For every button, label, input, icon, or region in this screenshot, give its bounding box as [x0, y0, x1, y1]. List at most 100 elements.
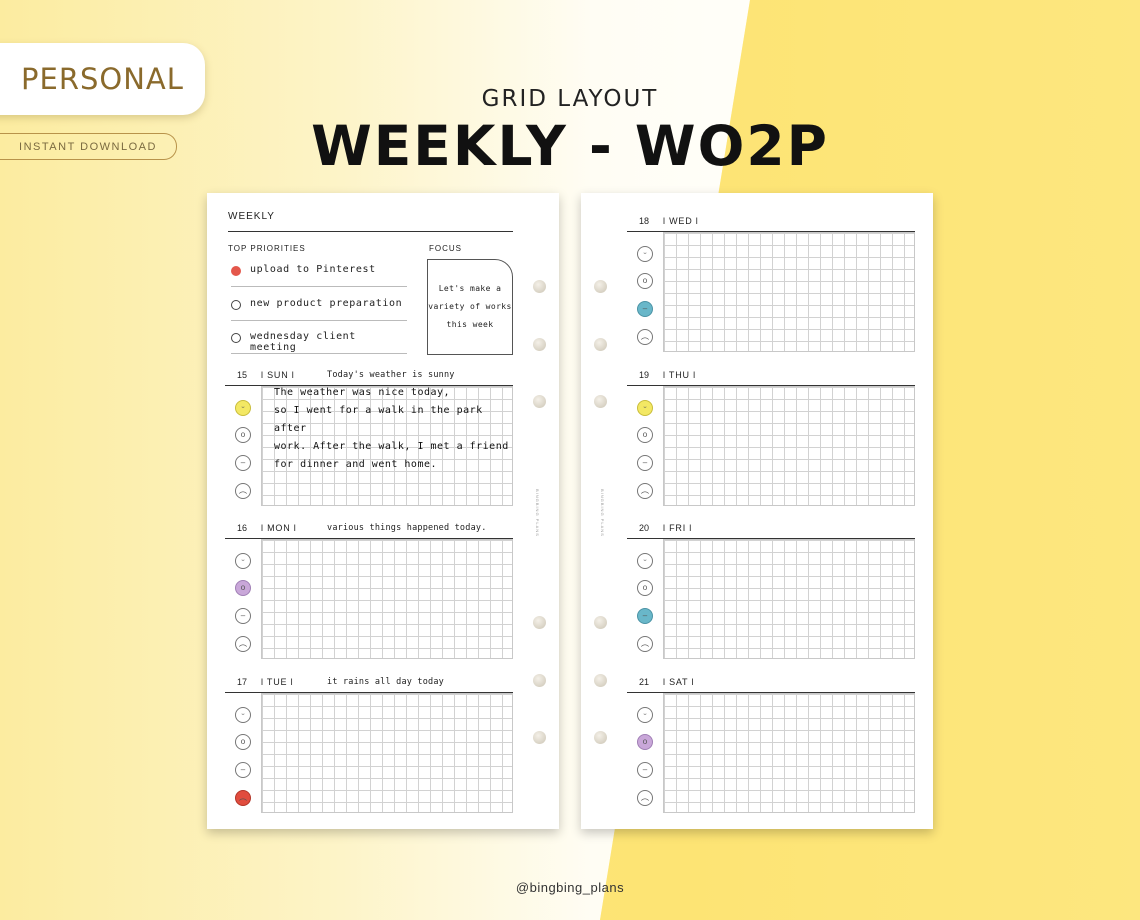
focus-label: FOCUS: [429, 244, 462, 253]
priority-text: upload to Pinterest: [250, 264, 376, 275]
sad-icon: ︵: [637, 636, 653, 652]
weekly-heading: WEEKLY: [228, 211, 275, 222]
day-block-fri: 20 l FRI l ᵕ o – ︵: [627, 521, 915, 671]
day-number: 20: [639, 523, 650, 533]
sad-icon: ︵: [235, 636, 251, 652]
smile-icon: ᵕ: [235, 707, 251, 723]
day-block-sat: 21 l SAT l ᵕ o – ︵: [627, 675, 915, 825]
day-block-mon: 16 l MON l various things happened today…: [225, 521, 513, 671]
right-planner-page: BINGBING PLANS 18 l WED l ᵕ o – ︵ 19 l T…: [581, 193, 933, 829]
surprised-icon: o: [235, 580, 251, 596]
smile-icon: ᵕ: [637, 553, 653, 569]
neutral-icon: –: [637, 762, 653, 778]
binder-hole-icon: [594, 395, 607, 408]
priority-item: new product preparation: [231, 294, 407, 321]
neutral-icon: –: [637, 301, 653, 317]
neutral-icon: –: [637, 608, 653, 624]
binder-hole-icon: [533, 674, 546, 687]
day-divider: [627, 538, 915, 539]
day-number: 19: [639, 370, 650, 380]
brand-vertical-text: BINGBING PLANS: [600, 489, 605, 537]
priority-item: wednesday client meeting: [231, 327, 407, 354]
journal-entry: The weather was nice today, so I went fo…: [274, 387, 509, 470]
day-divider: [627, 231, 915, 232]
day-number: 15: [237, 370, 248, 380]
day-block-sun: 15 l SUN l Today's weather is sunny ᵕ o …: [225, 368, 513, 518]
sad-icon: ︵: [235, 790, 251, 806]
day-header: 15 l SUN l Today's weather is sunny: [225, 368, 513, 384]
day-note: various things happened today.: [327, 523, 487, 533]
binder-hole-icon: [533, 395, 546, 408]
personal-badge: PERSONAL: [0, 43, 205, 115]
day-divider: [225, 692, 513, 693]
smile-icon: ᵕ: [235, 553, 251, 569]
smile-icon: ᵕ: [235, 400, 251, 416]
neutral-icon: –: [235, 762, 251, 778]
binder-hole-icon: [533, 280, 546, 293]
day-divider: [627, 385, 915, 386]
sad-icon: ︵: [637, 483, 653, 499]
subtitle: GRID LAYOUT: [481, 86, 659, 112]
instant-download-label: INSTANT DOWNLOAD: [19, 140, 157, 153]
neutral-icon: –: [235, 608, 251, 624]
binder-hole-icon: [594, 338, 607, 351]
grid-area: [663, 386, 915, 506]
day-block-tue: 17 l TUE l it rains all day today ᵕ o – …: [225, 675, 513, 825]
surprised-icon: o: [637, 427, 653, 443]
day-divider: [225, 538, 513, 539]
priority-checkbox-icon: [231, 333, 241, 343]
instant-download-tag: INSTANT DOWNLOAD: [0, 133, 177, 160]
left-planner-page: WEEKLY TOP PRIORITIES FOCUS upload to Pi…: [207, 193, 559, 829]
brand-vertical-text: BINGBING PLANS: [535, 489, 540, 537]
day-name: l THU l: [663, 370, 696, 380]
surprised-icon: o: [637, 273, 653, 289]
day-note: Today's weather is sunny: [327, 370, 455, 380]
binder-hole-icon: [533, 338, 546, 351]
day-header: 21 l SAT l: [627, 675, 915, 691]
sad-icon: ︵: [235, 483, 251, 499]
day-number: 17: [237, 677, 248, 687]
day-header: 16 l MON l various things happened today…: [225, 521, 513, 537]
day-name: l SAT l: [663, 677, 695, 687]
badge-label: PERSONAL: [21, 62, 184, 96]
day-number: 18: [639, 216, 650, 226]
neutral-icon: –: [637, 455, 653, 471]
day-divider: [627, 692, 915, 693]
day-header: 19 l THU l: [627, 368, 915, 384]
sad-icon: ︵: [637, 790, 653, 806]
priority-checkbox-icon: [231, 300, 241, 310]
smile-icon: ᵕ: [637, 246, 653, 262]
grid-area: [261, 539, 513, 659]
surprised-icon: o: [235, 427, 251, 443]
binder-hole-icon: [533, 616, 546, 629]
binder-hole-icon: [594, 616, 607, 629]
day-block-thu: 19 l THU l ᵕ o – ︵: [627, 368, 915, 518]
day-number: 16: [237, 523, 248, 533]
day-number: 21: [639, 677, 650, 687]
day-header: 20 l FRI l: [627, 521, 915, 537]
binder-hole-icon: [533, 731, 546, 744]
day-name: l MON l: [261, 523, 297, 533]
day-note: it rains all day today: [327, 677, 444, 687]
grid-area: [663, 232, 915, 352]
day-divider: [225, 385, 513, 386]
binder-hole-icon: [594, 280, 607, 293]
priority-text: new product preparation: [250, 298, 403, 309]
day-header: 18 l WED l: [627, 214, 915, 230]
priority-text: wednesday client meeting: [250, 331, 356, 353]
top-priorities-label: TOP PRIORITIES: [228, 244, 306, 253]
smile-icon: ᵕ: [637, 400, 653, 416]
day-header: 17 l TUE l it rains all day today: [225, 675, 513, 691]
day-name: l TUE l: [261, 677, 294, 687]
surprised-icon: o: [235, 734, 251, 750]
grid-area: [663, 539, 915, 659]
day-block-wed: 18 l WED l ᵕ o – ︵: [627, 214, 915, 364]
grid-area: [261, 693, 513, 813]
priority-item: upload to Pinterest: [231, 260, 407, 287]
binder-hole-icon: [594, 674, 607, 687]
heading-divider: [228, 231, 513, 232]
page-title: WEEKLY - WO2P: [311, 114, 829, 178]
priority-checkbox-icon: [231, 266, 241, 276]
neutral-icon: –: [235, 455, 251, 471]
focus-text: Let's make a variety of works this week: [428, 284, 512, 329]
